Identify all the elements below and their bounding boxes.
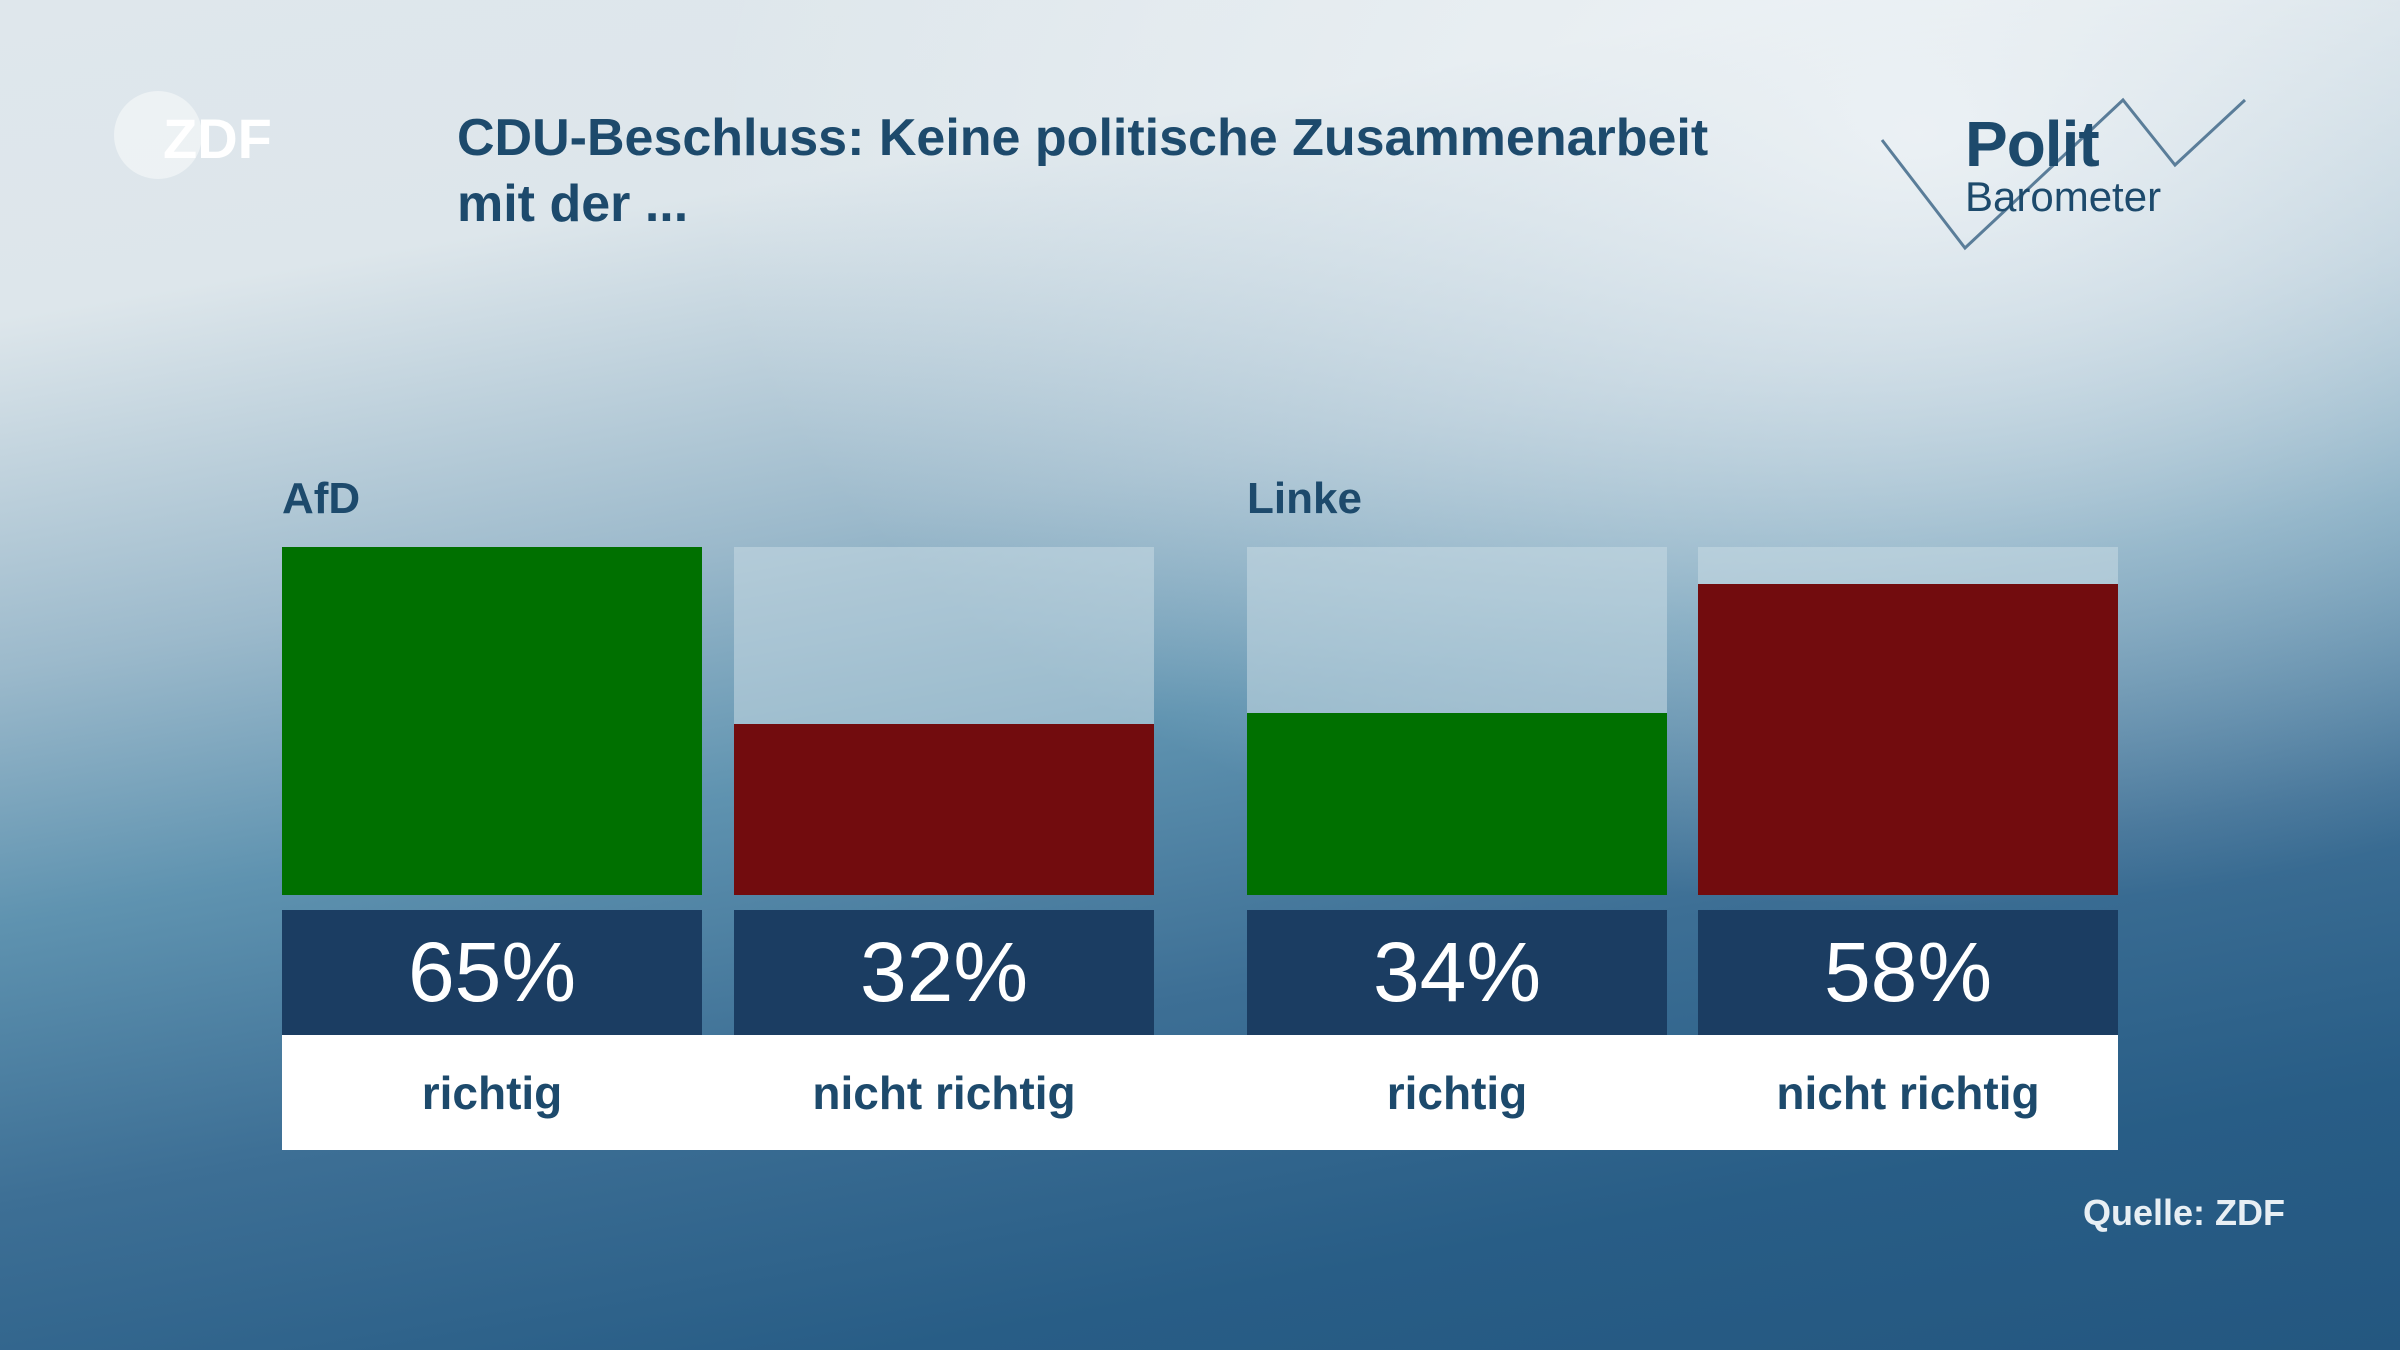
- title-line-1: CDU-Beschluss: Keine politische Zusammen…: [457, 109, 1709, 167]
- category-label-linke-nicht-richtig: nicht richtig: [1776, 1066, 2040, 1119]
- bar-linke-nicht-richtig: [1698, 584, 2118, 895]
- value-label-afd-nicht-richtig: 32%: [734, 910, 1154, 1035]
- brand-barometer: Barometer: [1965, 173, 2162, 220]
- group-label-linke: Linke: [1247, 474, 1362, 523]
- zdf-logo-text: ZDF: [163, 107, 272, 170]
- category-label-strip: [282, 1035, 2118, 1150]
- category-label-afd-nicht-richtig: nicht richtig: [812, 1066, 1076, 1119]
- value-label-afd-richtig: 65%: [282, 910, 702, 1035]
- bar-track-linke-richtig: [1247, 547, 1667, 895]
- bar-track-afd-richtig: [282, 547, 702, 895]
- title-line-2: mit der ...: [457, 175, 689, 233]
- bar-afd-nicht-richtig: [734, 723, 1154, 895]
- chart-title: CDU-Beschluss: Keine politische Zusammen…: [457, 105, 1857, 237]
- group-label-afd: AfD: [282, 474, 361, 523]
- category-label-linke-richtig: richtig: [1386, 1066, 1528, 1119]
- bar-linke-richtig: [1247, 712, 1667, 895]
- value-label-linke-nicht-richtig: 58%: [1698, 910, 2118, 1035]
- value-label-linke-richtig: 34%: [1247, 910, 1667, 1035]
- zdf-logo: ZDF: [114, 91, 272, 179]
- bar-track-afd-nicht-richtig: [734, 547, 1154, 895]
- source-note: Quelle: ZDF: [2082, 1192, 2285, 1233]
- zigzag-line-icon: [1880, 97, 2247, 251]
- bar-track-linke-nicht-richtig: [1698, 547, 2118, 895]
- brand-polit: Polit: [1965, 108, 2100, 180]
- bar-afd-richtig: [282, 547, 702, 895]
- category-label-afd-richtig: richtig: [421, 1066, 563, 1119]
- politbarometer-logo: Polit Barometer: [1880, 95, 2250, 255]
